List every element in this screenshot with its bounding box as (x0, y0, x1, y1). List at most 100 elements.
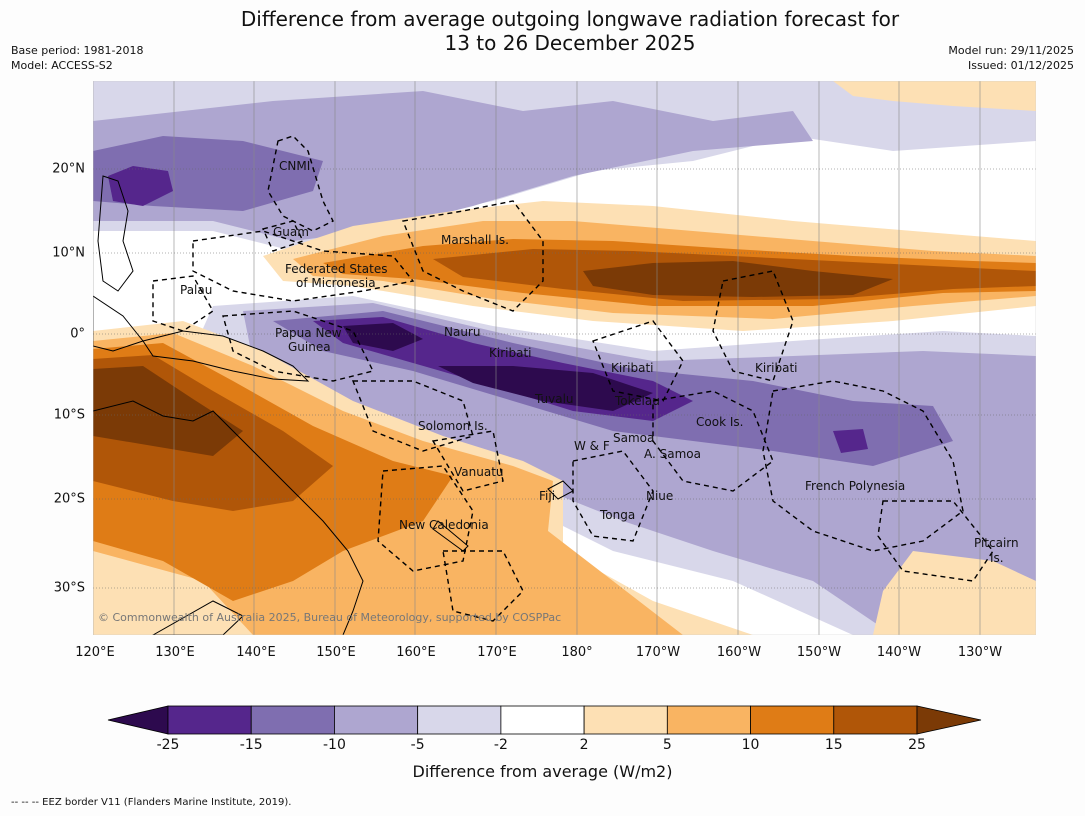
field-se-pale (873, 551, 1036, 635)
y-axis-label: 0° (70, 326, 85, 342)
meta-left: Base period: 1981-2018 Model: ACCESS-S2 (11, 43, 143, 73)
colorbar-tick: 10 (741, 737, 760, 753)
eez-cnmi (267, 135, 334, 232)
colorbar-tick: -25 (156, 737, 180, 753)
eez-png (222, 310, 375, 382)
eez-cook (652, 390, 774, 492)
eez-south (442, 550, 524, 622)
colorbar-swatch (583, 705, 668, 735)
label-vanuatu: Vanuatu (454, 465, 504, 479)
field-fpoly-deep (833, 429, 868, 453)
coast-borneo (93, 295, 144, 352)
eez-pitcairn (877, 500, 994, 582)
label-png-2: Guinea (288, 340, 331, 354)
label-guam: Guam (273, 225, 309, 239)
colorbar-swatch (666, 705, 751, 735)
field-sw-deep (93, 366, 243, 456)
title-line-2: 13 to 26 December 2025 (444, 31, 696, 55)
colorbar-swatch (833, 705, 918, 735)
label-asamoa: A. Samoa (644, 447, 701, 461)
label-kiribati-c: Kiribati (611, 361, 653, 375)
colorbar-swatch (750, 705, 835, 735)
y-axis-label: 30°S (53, 580, 85, 596)
x-axis-label: 160°W (716, 645, 762, 660)
issued-date: Issued: 01/12/2025 (967, 59, 1074, 72)
y-axis-label: 10°N (52, 245, 85, 261)
field-north-mid (93, 91, 813, 241)
coast-nz (151, 600, 244, 635)
label-marshall: Marshall Is. (441, 233, 509, 247)
colorbar-tick: 2 (579, 737, 589, 753)
label-fsm-2: of Micronesia (296, 276, 376, 290)
colorbar-tick: 5 (662, 737, 672, 753)
eez-vanuatu (431, 430, 504, 492)
eez-borders (152, 135, 994, 622)
coast-australia (93, 400, 364, 635)
map-title: Difference from average outgoing longwav… (0, 7, 1085, 55)
label-fiji: Fiji (539, 489, 555, 503)
eez-marshall (402, 200, 544, 312)
coast-philippines (97, 175, 134, 292)
colorbar-tick: -2 (493, 737, 508, 753)
label-pitcairn-2: Is. (990, 551, 1004, 565)
label-nauru: Nauru (444, 325, 480, 339)
base-period: Base period: 1981-2018 (11, 44, 144, 57)
colorbar-swatch (417, 705, 502, 735)
eez-palau (152, 275, 214, 332)
footer-note: -- -- -- EEZ border V11 (Flanders Marine… (11, 797, 292, 808)
label-cook: Cook Is. (696, 415, 743, 429)
eez-solomon (351, 380, 474, 452)
label-wf: W & F (574, 439, 610, 453)
x-axis-label: 140°W (876, 645, 922, 660)
model-name: Model: ACCESS-S2 (11, 59, 113, 72)
eez-kiribati-e (712, 270, 794, 382)
label-tuvalu: Tuvalu (534, 392, 574, 406)
label-newcal: New Caledonia (399, 518, 489, 532)
meta-right: Model run: 29/11/2025 Issued: 01/12/2025 (948, 43, 1074, 73)
label-fpoly: French Polynesia (805, 479, 905, 493)
x-axis-label: 150°E (316, 645, 356, 660)
graticule (93, 81, 981, 635)
colorbar-tick: -5 (410, 737, 425, 753)
coast-new-guinea (142, 330, 310, 382)
x-axis-label: 170°E (477, 645, 517, 660)
label-samoa: Samoa (613, 431, 654, 445)
colorbar-tick: 25 (908, 737, 926, 753)
x-axis-label: 170°W (635, 645, 681, 660)
eez-tonga (572, 450, 654, 542)
x-axis-label: 130°E (155, 645, 195, 660)
colorbar-swatch (500, 705, 585, 735)
label-tonga: Tonga (599, 508, 635, 522)
label-fsm-1: Federated States (285, 262, 387, 276)
eez-kiribati-c (592, 320, 684, 402)
y-axis-label: 20°S (53, 491, 85, 507)
eez-guam (262, 220, 304, 252)
y-axis-label: 20°N (52, 161, 85, 177)
colorbar-swatch (334, 705, 419, 735)
colorbar-tick: 15 (824, 737, 843, 753)
colorbar (107, 705, 982, 735)
eez-fpoly (762, 380, 964, 552)
label-niue: Niue (646, 489, 673, 503)
field-north-deep (108, 166, 173, 206)
colorbar-swatch (167, 705, 252, 735)
field-spcz-mid (243, 303, 1036, 635)
field-ne-pale (833, 81, 1036, 111)
label-pitcairn-1: Pitcairn (974, 536, 1019, 550)
label-tokelau: Tokelau (614, 394, 660, 408)
label-palau: Palau (180, 283, 212, 297)
x-axis-label: 130°W (957, 645, 1003, 660)
colorbar-label: Difference from average (W/m2) (412, 762, 673, 781)
label-png-1: Papua New (275, 326, 342, 340)
copyright-notice: © Commonwealth of Australia 2025, Bureau… (98, 611, 561, 624)
colorbar-tick: -15 (239, 737, 263, 753)
title-line-1: Difference from average outgoing longwav… (240, 7, 900, 31)
x-axis-label: 120°E (75, 645, 115, 660)
label-solomon: Solomon Is. (418, 419, 488, 433)
x-axis-label: 150°W (796, 645, 842, 660)
colorbar-swatch (250, 705, 335, 735)
x-axis-label: 160°E (396, 645, 436, 660)
eez-fsm (192, 230, 415, 302)
field-spcz-core (343, 323, 653, 411)
model-run: Model run: 29/11/2025 (948, 44, 1074, 57)
